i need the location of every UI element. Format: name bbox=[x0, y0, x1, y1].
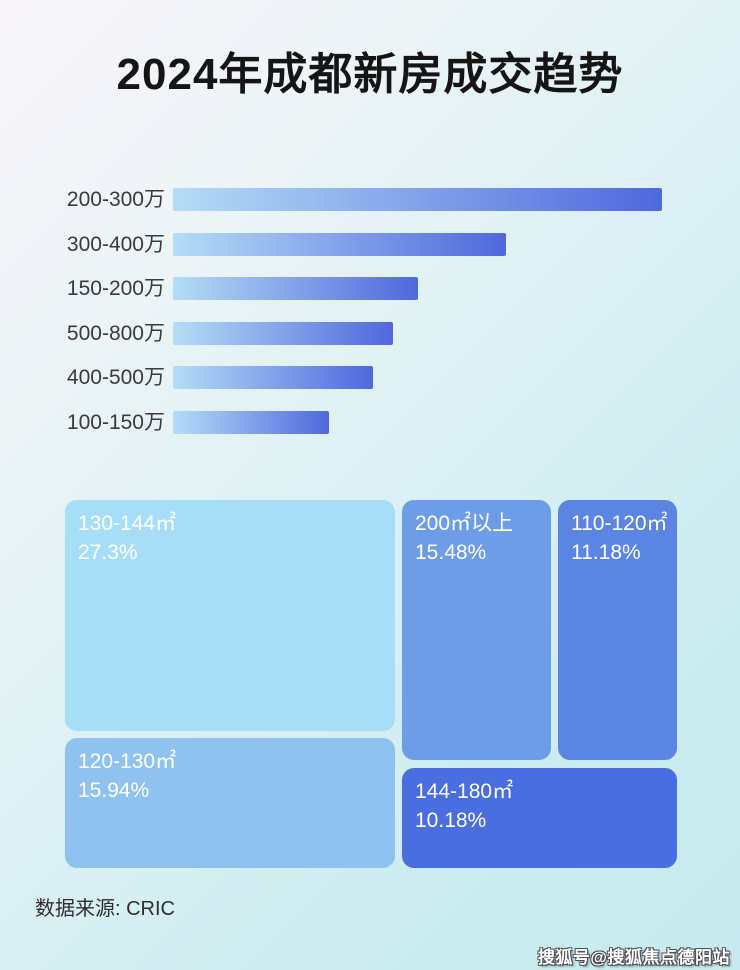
bar-fill bbox=[173, 188, 662, 211]
tile-label: 110-120㎡ bbox=[571, 512, 668, 535]
treemap-tile: 144-180㎡ 10.18% bbox=[402, 768, 677, 868]
area-share-treemap: 130-144㎡ 27.3% 200㎡以上 15.48% 110-120㎡ 11… bbox=[65, 500, 677, 868]
treemap-tile: 120-130㎡ 15.94% bbox=[65, 738, 395, 868]
bar-category-label: 300-400万 bbox=[66, 232, 165, 256]
tile-percent: 15.48% bbox=[415, 541, 487, 564]
bar-category-label: 500-800万 bbox=[66, 321, 165, 345]
tile-percent: 11.18% bbox=[571, 541, 641, 564]
watermark: 搜狐号@搜狐焦点德阳站 bbox=[537, 948, 730, 967]
tile-label: 200㎡以上 bbox=[415, 512, 514, 535]
tile-label: 144-180㎡ bbox=[415, 780, 514, 803]
bar-row: 500-800万 bbox=[63, 321, 673, 345]
bar-category-label: 150-200万 bbox=[66, 277, 165, 300]
treemap-tile: 110-120㎡ 11.18% bbox=[558, 500, 677, 760]
bar-track bbox=[173, 410, 662, 434]
bar-fill bbox=[173, 366, 374, 389]
bar-fill bbox=[173, 232, 506, 256]
bar-track bbox=[173, 366, 662, 389]
tile-label: 130-144㎡ bbox=[78, 512, 177, 535]
bar-fill bbox=[173, 410, 330, 434]
bar-track bbox=[173, 188, 662, 211]
bar-category-label: 400-500万 bbox=[66, 366, 165, 389]
data-source-label: 数据来源: CRIC bbox=[35, 892, 175, 921]
bar-track bbox=[173, 321, 662, 345]
bar-category-label: 200-300万 bbox=[66, 188, 165, 211]
tile-label: 120-130㎡ bbox=[78, 750, 177, 773]
bar-track bbox=[173, 232, 662, 256]
price-range-bar-chart: 200-300万 300-400万 150-200万 500-800万 400-… bbox=[63, 188, 673, 455]
bar-category-label: 100-150万 bbox=[66, 410, 165, 434]
bar-fill bbox=[173, 321, 394, 345]
treemap-tile: 130-144㎡ 27.3% bbox=[65, 500, 395, 731]
bar-row: 100-150万 bbox=[63, 410, 673, 434]
page-title: 2024年成都新房成交趋势 bbox=[116, 50, 624, 99]
bar-row: 200-300万 bbox=[63, 188, 673, 211]
bar-track bbox=[173, 277, 662, 300]
bar-row: 300-400万 bbox=[63, 232, 673, 256]
tile-percent: 10.18% bbox=[415, 809, 487, 832]
tile-percent: 15.94% bbox=[78, 779, 150, 802]
data-source-text: 数据来源: CRIC bbox=[35, 898, 175, 920]
tile-percent: 27.3% bbox=[78, 541, 138, 564]
bar-row: 400-500万 bbox=[63, 366, 673, 389]
bar-row: 150-200万 bbox=[63, 277, 673, 300]
treemap-tile: 200㎡以上 15.48% bbox=[402, 500, 551, 760]
bar-fill bbox=[173, 277, 418, 300]
